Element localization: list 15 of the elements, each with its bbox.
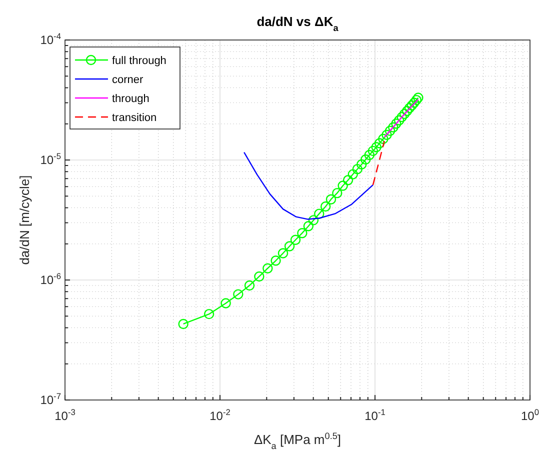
x-tick-label: 10$^{0}$	[520, 407, 540, 423]
legend-label: through	[112, 93, 150, 105]
x-tick-label: 10$^{-2}$	[210, 407, 231, 423]
chart-title: da/dN vs ΔK$_{a}$	[256, 14, 340, 33]
x-axis-title: ΔK$_{a}$ [MPa m$^{0.5}$]	[254, 431, 342, 451]
x-tick-label: 10$^{-3}$	[54, 407, 76, 423]
y-tick-label: 10$^{-4}$	[40, 31, 62, 47]
x-tick-label: 10$^{-1}$	[364, 407, 386, 423]
y-tick-label: 10$^{-5}$	[40, 151, 62, 167]
y-tick-label: 10$^{-7}$	[40, 391, 62, 407]
legend-label: corner	[112, 74, 144, 86]
legend-label: transition	[112, 112, 157, 124]
y-tick-label: 10$^{-6}$	[40, 271, 62, 287]
legend-label: full through	[112, 55, 166, 67]
y-axis-title: da/dN [m/cycle]	[17, 175, 32, 265]
